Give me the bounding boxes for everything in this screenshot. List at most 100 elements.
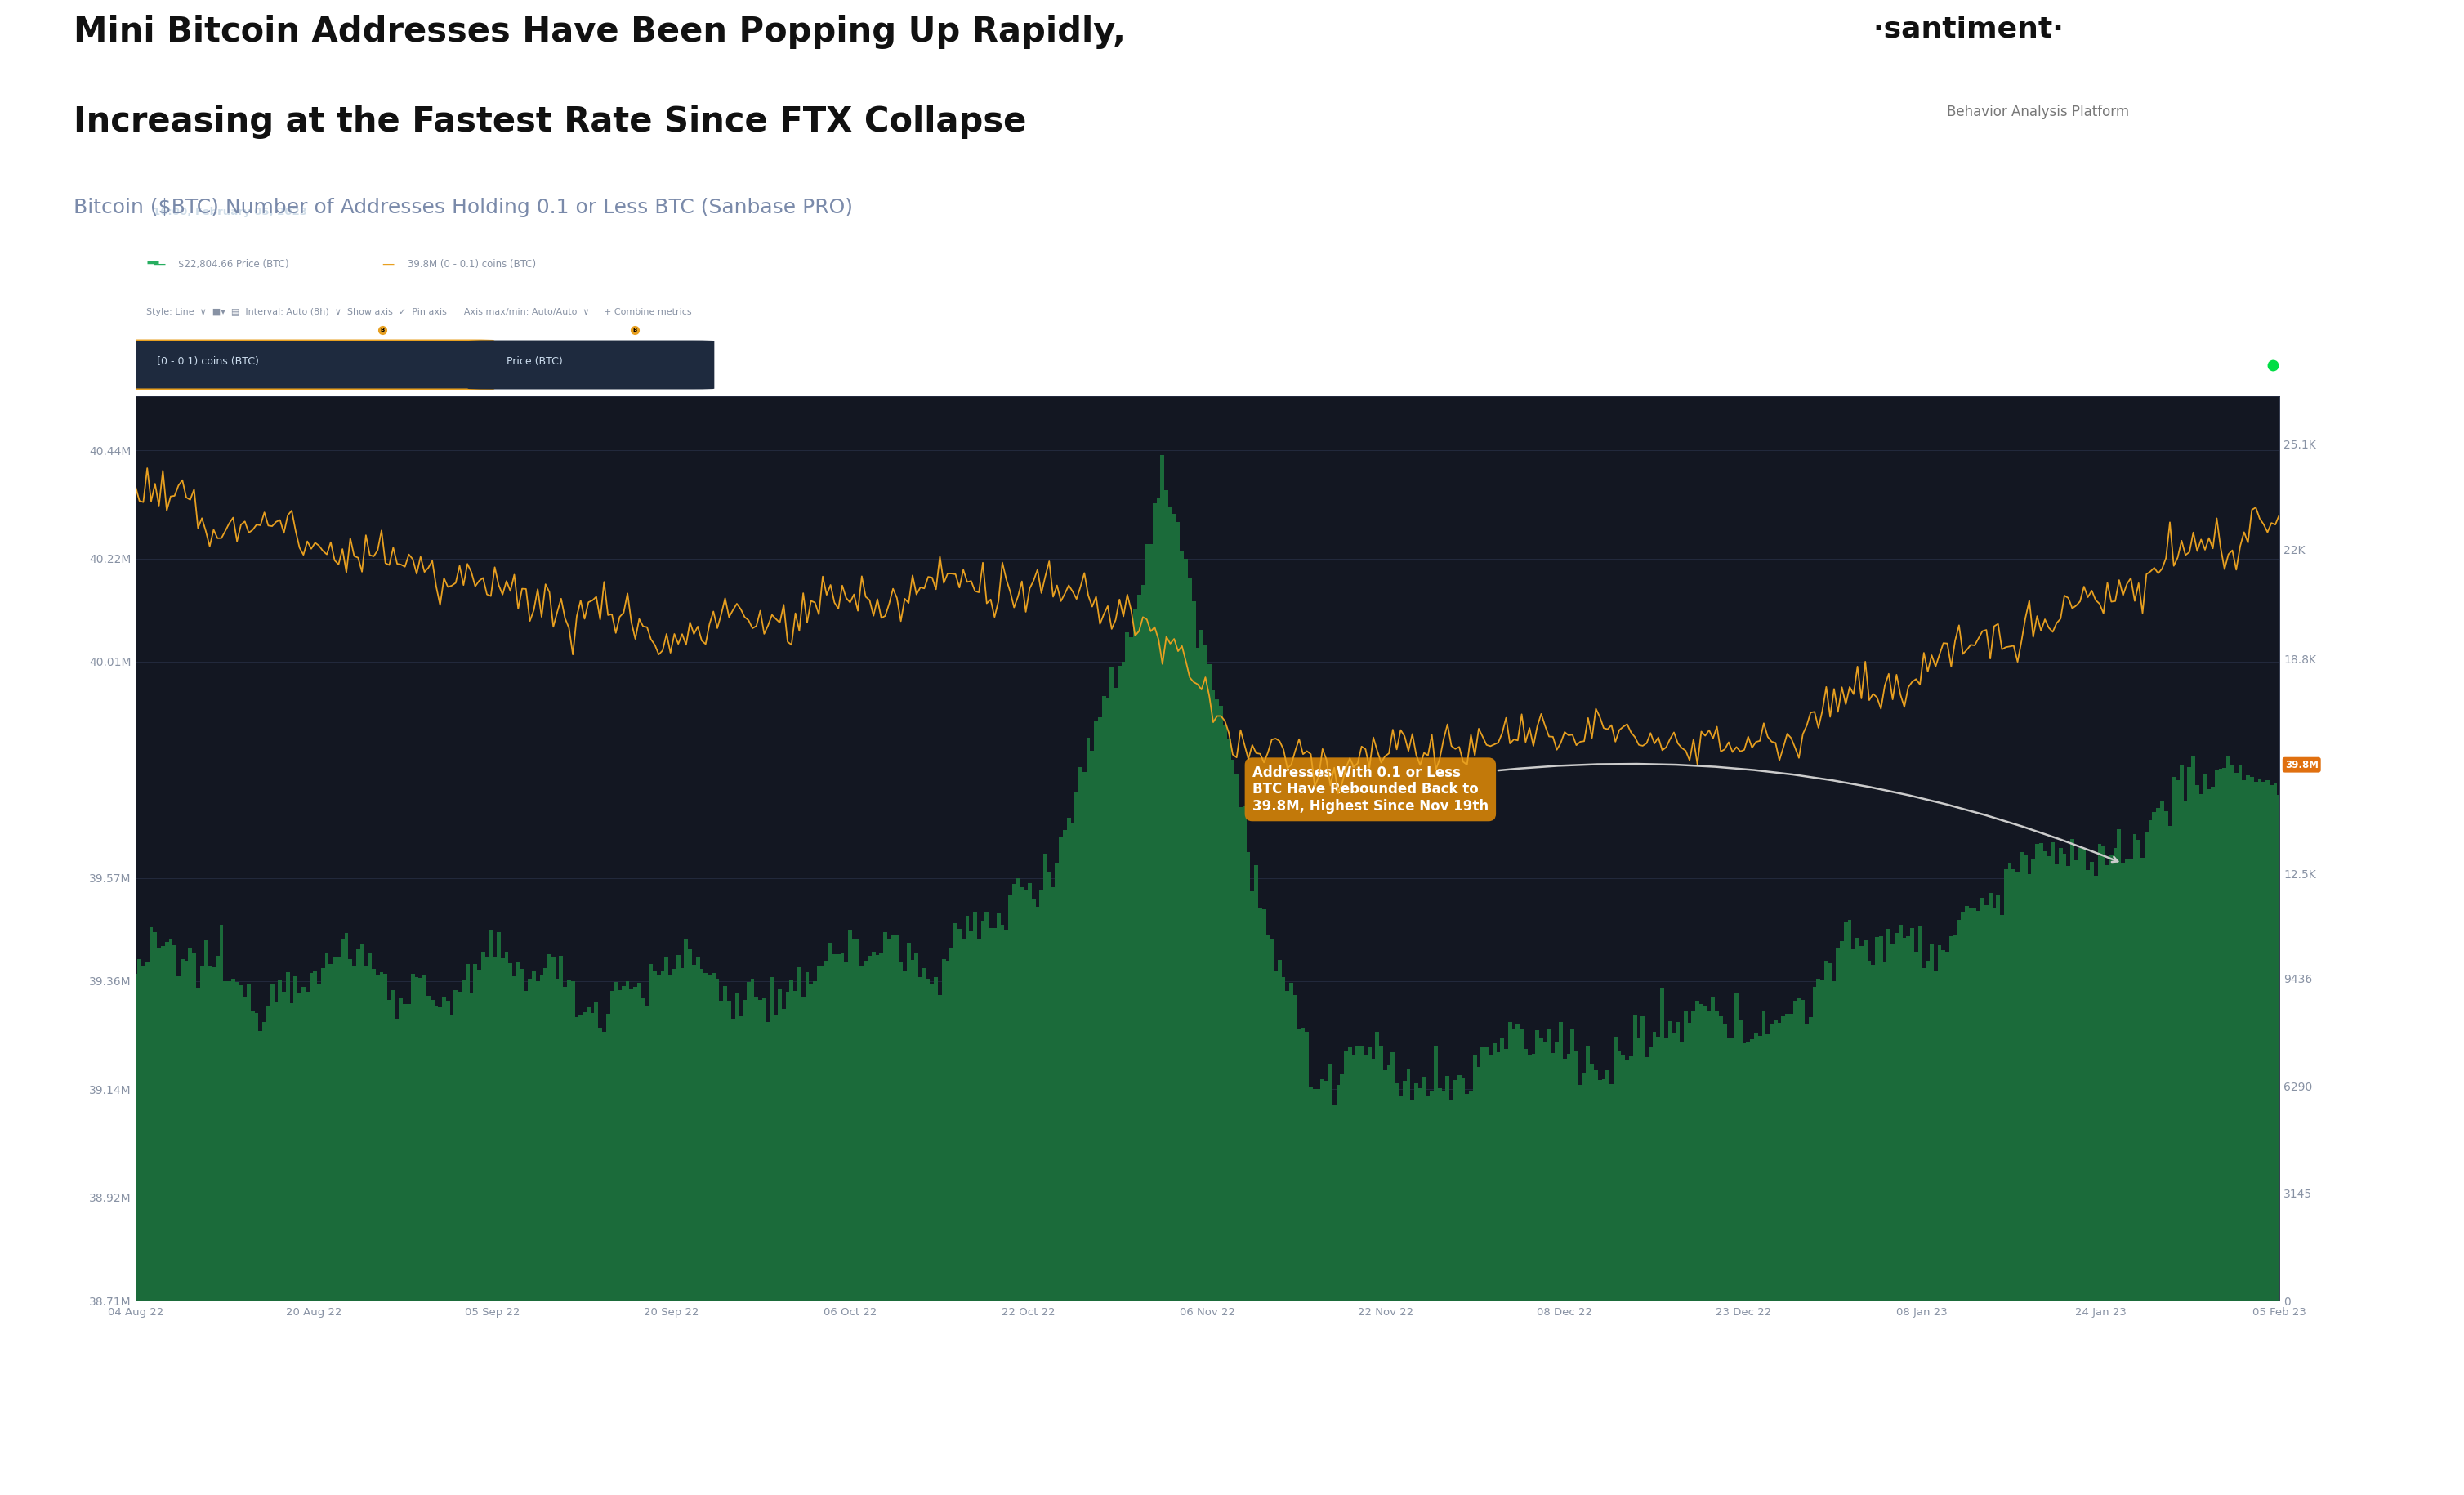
Bar bbox=[766, 1023, 771, 1301]
Bar bbox=[421, 975, 426, 1301]
Bar bbox=[1589, 1063, 1594, 1301]
Bar bbox=[1528, 1055, 1533, 1301]
Bar bbox=[1902, 937, 1907, 1301]
Bar bbox=[1133, 608, 1136, 1301]
Bar bbox=[1207, 664, 1212, 1301]
Bar bbox=[1688, 1023, 1693, 1301]
Bar bbox=[271, 984, 274, 1301]
Bar bbox=[2208, 789, 2210, 1301]
Bar bbox=[2144, 833, 2149, 1301]
Bar bbox=[1868, 961, 1870, 1301]
Bar bbox=[259, 1030, 264, 1301]
Bar bbox=[1262, 909, 1266, 1301]
Bar bbox=[1567, 1054, 1570, 1301]
Text: 16:00, February 05, 2023: 16:00, February 05, 2023 bbox=[153, 206, 308, 217]
Bar bbox=[1146, 544, 1148, 1301]
Bar bbox=[618, 991, 621, 1301]
Bar bbox=[949, 948, 954, 1301]
Bar bbox=[801, 997, 806, 1301]
Bar bbox=[451, 1015, 453, 1301]
Bar bbox=[1121, 662, 1126, 1301]
Bar bbox=[1722, 1024, 1727, 1301]
Bar bbox=[434, 1006, 439, 1301]
Bar bbox=[1774, 1021, 1777, 1301]
Bar bbox=[1740, 1021, 1742, 1301]
Bar bbox=[912, 960, 914, 1301]
Bar bbox=[1042, 854, 1047, 1301]
Text: Style: Line  ∨  ■▾  ▤  Interval: Auto (8h)  ∨  Show axis  ✓  Pin axis      Axis : Style: Line ∨ ■▾ ▤ Interval: Auto (8h) ∨… bbox=[145, 308, 692, 317]
Bar bbox=[1929, 943, 1934, 1301]
Bar bbox=[968, 931, 973, 1301]
Bar bbox=[153, 931, 158, 1301]
Bar bbox=[1488, 1054, 1493, 1301]
Bar bbox=[1409, 1100, 1414, 1301]
Bar bbox=[993, 928, 995, 1301]
Text: Mini Bitcoin Addresses Have Been Popping Up Rapidly,: Mini Bitcoin Addresses Have Been Popping… bbox=[74, 15, 1126, 49]
Bar bbox=[1242, 806, 1247, 1301]
Bar bbox=[922, 969, 926, 1301]
Bar bbox=[540, 975, 545, 1301]
Bar bbox=[707, 975, 712, 1301]
Bar bbox=[586, 1008, 591, 1301]
Bar bbox=[325, 952, 328, 1301]
Bar bbox=[1996, 896, 2001, 1301]
Bar bbox=[771, 976, 774, 1301]
Bar bbox=[1456, 1075, 1461, 1301]
Bar bbox=[788, 981, 793, 1301]
Bar bbox=[675, 955, 680, 1301]
Bar bbox=[833, 954, 835, 1301]
Bar bbox=[1390, 1052, 1395, 1301]
Bar bbox=[887, 939, 892, 1301]
Bar bbox=[1306, 1032, 1308, 1301]
Bar bbox=[246, 984, 251, 1301]
Bar bbox=[1880, 936, 1882, 1301]
Bar bbox=[939, 996, 941, 1301]
Bar bbox=[2188, 767, 2190, 1301]
Bar bbox=[172, 945, 177, 1301]
Bar bbox=[1643, 1057, 1648, 1301]
Bar bbox=[1013, 884, 1015, 1301]
Bar bbox=[532, 972, 535, 1301]
Bar bbox=[1562, 1058, 1567, 1301]
Bar bbox=[1200, 629, 1202, 1301]
Bar bbox=[180, 958, 185, 1301]
Bar bbox=[941, 960, 946, 1301]
Bar bbox=[1313, 1088, 1316, 1301]
Text: Bitcoin ($BTC) Number of Addresses Holding 0.1 or Less BTC (Sanbase PRO): Bitcoin ($BTC) Number of Addresses Holdi… bbox=[74, 197, 853, 217]
Bar bbox=[1910, 928, 1915, 1301]
Bar bbox=[821, 966, 825, 1301]
Bar bbox=[2227, 756, 2230, 1301]
Bar bbox=[473, 964, 478, 1301]
Bar bbox=[1887, 928, 1890, 1301]
Bar bbox=[825, 961, 828, 1301]
Bar bbox=[855, 939, 860, 1301]
Bar bbox=[1188, 577, 1193, 1301]
Bar bbox=[1602, 1079, 1607, 1301]
Bar bbox=[1035, 907, 1040, 1301]
Bar bbox=[520, 969, 525, 1301]
Bar bbox=[1934, 972, 1937, 1301]
Bar bbox=[453, 990, 458, 1301]
Bar bbox=[1897, 924, 1902, 1301]
Bar bbox=[594, 1002, 599, 1301]
Bar bbox=[1437, 1088, 1441, 1301]
Bar bbox=[2122, 863, 2124, 1301]
Bar bbox=[1316, 1088, 1321, 1301]
Bar bbox=[1742, 1044, 1747, 1301]
Bar bbox=[1360, 1045, 1363, 1301]
Bar bbox=[867, 955, 872, 1301]
Bar bbox=[1215, 700, 1220, 1301]
Bar bbox=[692, 964, 695, 1301]
Bar bbox=[414, 978, 419, 1301]
Bar bbox=[347, 958, 352, 1301]
Bar bbox=[138, 960, 140, 1301]
Bar bbox=[404, 1005, 407, 1301]
Bar bbox=[485, 957, 488, 1301]
Bar bbox=[1587, 1045, 1589, 1301]
Bar bbox=[227, 981, 232, 1301]
Bar bbox=[508, 963, 513, 1301]
Bar bbox=[880, 952, 882, 1301]
Bar bbox=[1855, 937, 1860, 1301]
Bar bbox=[2008, 863, 2011, 1301]
Bar bbox=[535, 981, 540, 1301]
